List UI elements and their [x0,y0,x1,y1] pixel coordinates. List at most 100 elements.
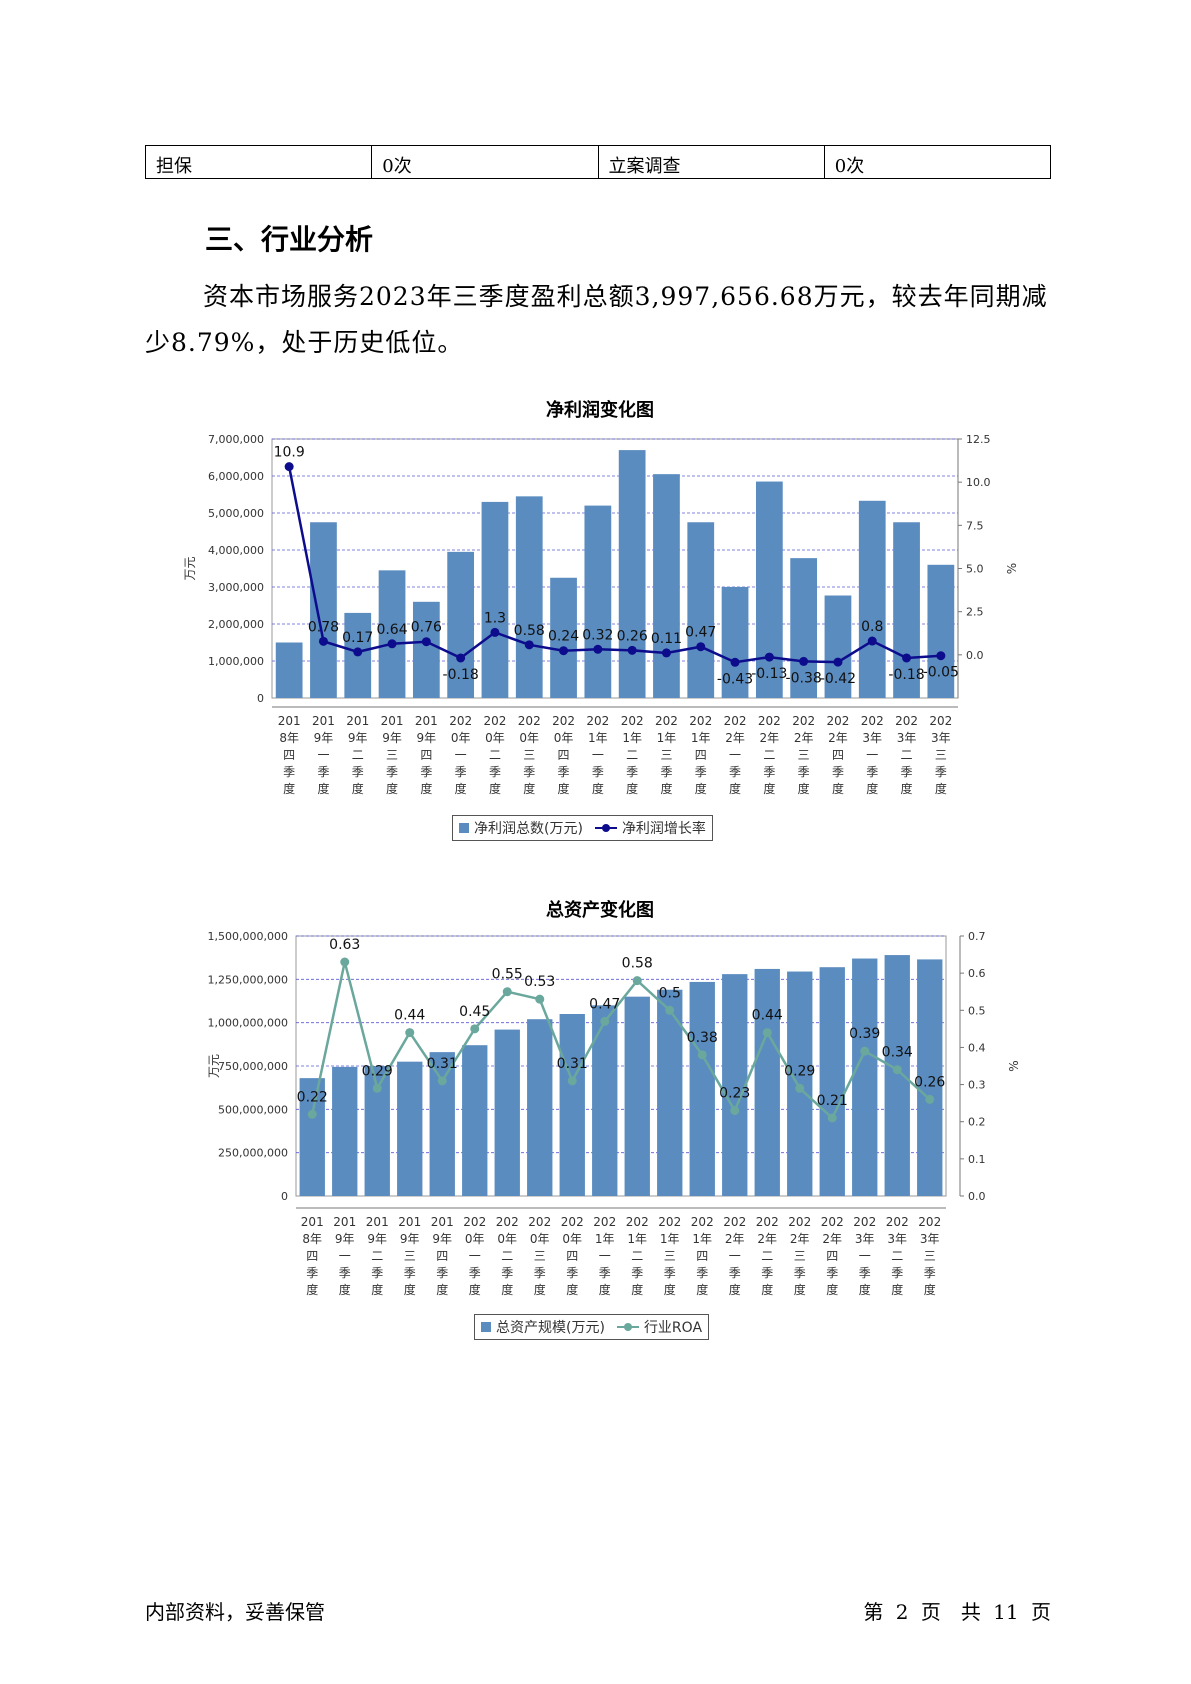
x-tick-label: 201 8年四季度 [278,714,301,796]
data-label: 0.32 [582,627,613,643]
data-label: -0.43 [717,671,753,687]
x-tick-label: 202 1年一季度 [593,1215,616,1297]
data-label: 0.76 [411,620,442,636]
bar [927,564,955,698]
bar [721,587,749,698]
data-point [490,627,500,637]
data-point [456,653,466,663]
x-tick-label: 202 2年四季度 [821,1215,844,1297]
legend-line-swatch [594,823,617,833]
y-tick-label: 7,000,000 [208,433,264,446]
x-tick-label: 201 9年二季度 [366,1215,389,1297]
data-label: 0.23 [719,1086,750,1102]
chart-title: 净利润变化图 [546,400,654,421]
data-point [284,462,294,472]
x-tick-label: 201 9年四季度 [431,1215,454,1297]
y-tick-label: 6,000,000 [208,470,264,483]
data-point [799,656,809,666]
data-point [502,987,512,997]
y-tick-label: 500,000,000 [218,1103,288,1116]
y-tick-label: 0 [281,1190,288,1203]
bar [618,450,646,698]
data-label: 0.24 [548,629,579,645]
y2-tick-label: 0.4 [968,1041,986,1054]
x-tick-label: 202 2年四季度 [826,714,849,796]
data-label: 0.78 [308,619,339,635]
x-tick-label: 202 2年一季度 [723,1215,746,1297]
x-tick-label: 201 9年四季度 [415,714,438,796]
series-line [287,466,941,664]
bar [527,1019,553,1196]
data-label: 0.58 [622,956,653,972]
data-label: 0.63 [329,937,360,953]
bar [858,500,886,698]
data-label: 0.45 [459,1004,490,1020]
legend-entry: 总资产规模(万元) [496,1320,605,1336]
bar [755,481,783,698]
x-tick-label: 202 2年二季度 [756,1215,779,1297]
table-cell: 0次 [371,145,599,179]
y-tick-label: 1,000,000 [208,655,264,668]
bar [462,1045,488,1196]
data-point [318,636,328,646]
x-tick-label: 202 1年二季度 [621,714,644,796]
y-tick-label: 5,000,000 [208,507,264,520]
chart-legend: 总资产规模(万元) 行业ROA [474,1314,710,1340]
info-table: 担保 0次 立案调查 0次 [144,145,1052,179]
y-tick-label: 3,000,000 [208,581,264,594]
data-point [627,645,637,655]
bar [592,1005,618,1196]
bar [787,971,813,1196]
data-label: 0.39 [849,1026,880,1042]
y2-tick-label: 2.5 [966,606,984,619]
data-point [437,1076,447,1086]
data-label: 0.29 [362,1063,393,1079]
table-cell: 担保 [144,145,373,179]
bar [494,1029,520,1196]
bar [884,955,910,1196]
data-point [860,1046,870,1056]
x-tick-label: 202 3年三季度 [929,714,952,796]
page-number: 第 2 页 共 11 页 [863,1600,1051,1624]
y2-axis-label: % [1007,1060,1021,1071]
data-point [892,1065,902,1075]
data-label: 0.44 [752,1008,783,1024]
body-paragraph: 资本市场服务2023年三季度盈利总额3,997,656.68万元，较去年同期减少… [145,282,1048,357]
bar [754,968,780,1196]
y2-tick-label: 0.5 [968,1004,986,1017]
data-label: -0.13 [751,666,787,682]
y-tick-label: 4,000,000 [208,544,264,557]
data-point [567,1076,577,1086]
bar [429,1052,455,1196]
data-point [559,646,569,656]
data-label: 0.26 [914,1074,945,1090]
x-tick-label: 202 1年三季度 [658,1215,681,1297]
data-label: 0.55 [492,967,523,983]
data-point [307,1109,317,1119]
bar [653,474,680,698]
bar [275,642,303,698]
bar [689,981,715,1196]
x-tick-label: 202 3年三季度 [918,1215,941,1297]
data-label: 1.3 [484,610,506,626]
bar [790,558,818,698]
y-tick-label: 1,000,000,000 [208,1017,288,1030]
y2-tick-label: 0.6 [968,967,986,980]
data-label: 0.38 [687,1030,718,1046]
bar [515,496,543,698]
data-point [697,1050,707,1060]
y-tick-label: 1,500,000,000 [208,930,288,943]
section-title: 三、行业分析 [205,223,374,256]
bar [917,959,943,1196]
legend-line-swatch [616,1322,639,1332]
data-point [421,637,431,647]
data-label: 0.5 [659,985,681,1001]
data-point [925,1094,935,1104]
table-row: 担保 0次 立案调查 0次 [144,145,1052,179]
x-tick-label: 202 2年三季度 [788,1215,811,1297]
data-label: 0.64 [376,622,407,638]
data-point [632,976,642,986]
data-label: 0.34 [882,1045,913,1061]
x-tick-label: 202 2年一季度 [724,714,747,796]
